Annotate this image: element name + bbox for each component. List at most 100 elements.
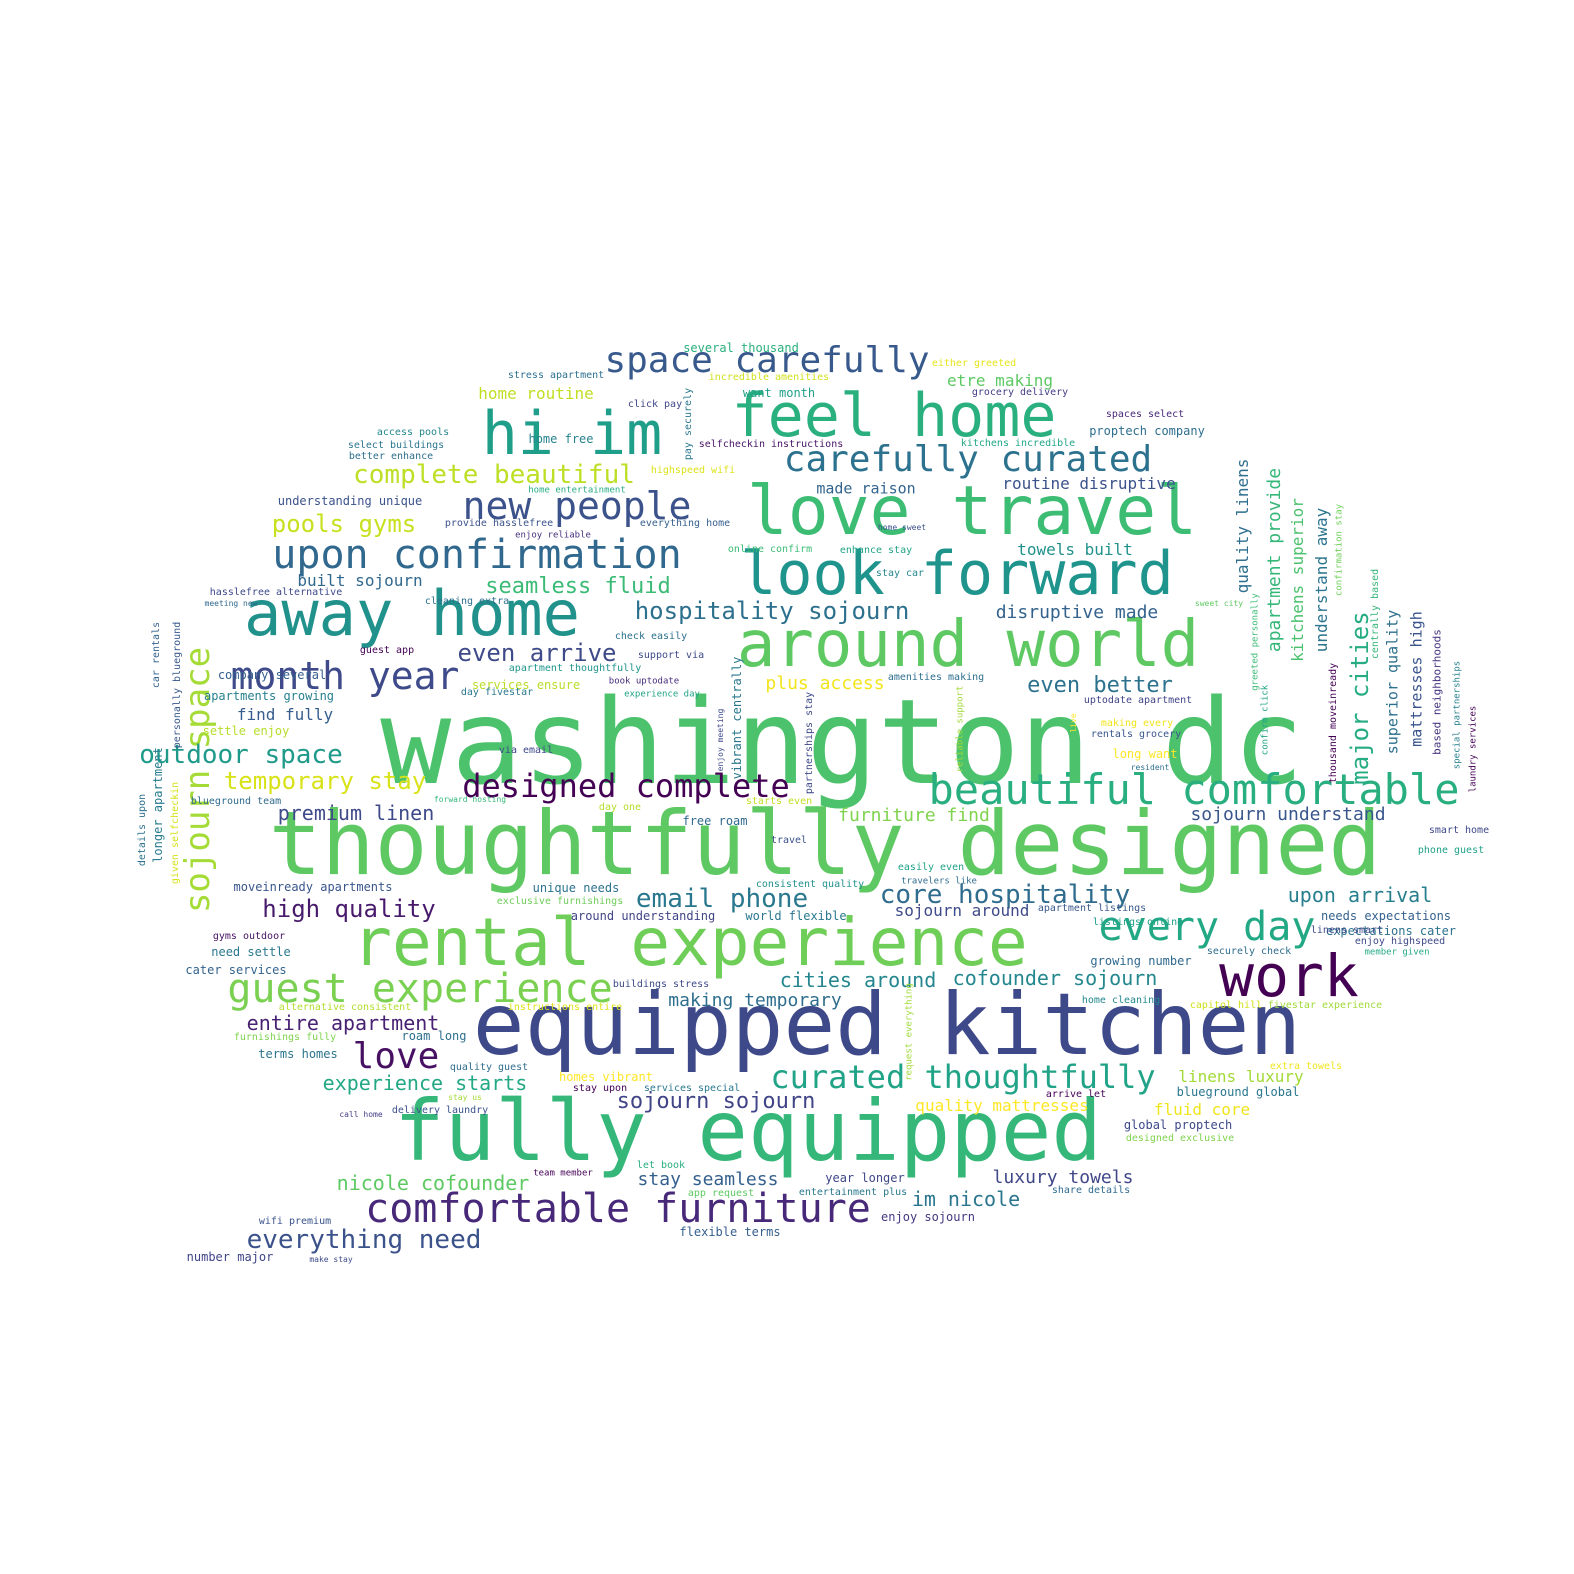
word-everything-home: everything home (639, 518, 731, 529)
word-online-confirm: online confirm (727, 544, 813, 555)
word-thoughtfully-designed: thoughtfully designed (268, 792, 1382, 895)
word-request-everything: request everything (904, 983, 915, 1081)
word-live: live (1069, 713, 1078, 733)
word-rentals-grocery: rentals grocery (1090, 729, 1182, 740)
word-apartment-provide: apartment provide (1264, 467, 1285, 653)
word-greeted-personally: greeted personally (1250, 593, 1261, 691)
word-stay-us: stay us (448, 1093, 482, 1102)
word-im-nicole: im nicole (911, 1187, 1021, 1211)
word-want-month: want month (742, 386, 816, 400)
word-disruptive-made: disruptive made (995, 602, 1159, 623)
word-day-one: day one (598, 802, 642, 813)
word-share-details: share details (1051, 1185, 1131, 1196)
word-guest-app: guest app (359, 645, 415, 656)
word-fluid-core: fluid core (1153, 1100, 1251, 1119)
word-instructions-entire: instructions entire (507, 1002, 623, 1013)
word-making-every: making every (1100, 718, 1174, 729)
word-proptech-company: proptech company (1089, 424, 1205, 438)
word-etre-making: etre making (947, 371, 1053, 390)
word-hi-im: hi im (481, 399, 663, 469)
word-starts-even: starts even (745, 796, 813, 807)
word-kitchens-superior: kitchens superior (1288, 498, 1307, 662)
word-seamless-fluid: seamless fluid (485, 574, 671, 599)
word-make-stay: make stay (309, 1255, 353, 1264)
word-let-book: let book (636, 1160, 686, 1171)
word-sweet-city: sweet city (1194, 599, 1244, 608)
word-away-home: away home (244, 577, 580, 650)
word-nicole-cofounder: nicole cofounder (336, 1171, 530, 1195)
word-home-routine: home routine (478, 384, 594, 403)
word-based-neighborhoods: based neighborhoods (1430, 629, 1444, 755)
word-towels-built: towels built (1017, 540, 1133, 559)
word-needs-expectations: needs expectations (1320, 909, 1452, 923)
word-partnerships-stay: partnerships stay (804, 691, 815, 795)
word-homes-vibrant: homes vibrant (559, 1070, 653, 1084)
word-superior-quality: superior quality (1383, 609, 1402, 755)
word-comfortable-furniture: comfortable furniture (365, 1186, 871, 1232)
word-member-given: member given (1364, 947, 1430, 958)
word-flexible-terms: flexible terms (679, 1225, 781, 1239)
word-quality-guest: quality guest (449, 1062, 529, 1073)
word-temporary-stay: temporary stay (223, 767, 427, 795)
word-details-upon: details upon (137, 793, 148, 867)
word-look-forward: look forward (740, 539, 1174, 609)
word-even-better: even better (1027, 673, 1173, 698)
word-experience-day: experience day (624, 689, 700, 700)
word-selfcheckin-instructions: selfcheckin instructions (698, 439, 844, 450)
word-furniture-find: furniture find (838, 805, 990, 826)
word-home-entertainment: home entertainment (528, 485, 626, 496)
word-forward-hosting: forward hosting (433, 795, 507, 804)
word-kitchens-incredible: kitchens incredible (960, 438, 1076, 449)
word-car-rentals: car rentals (151, 621, 162, 689)
word-global-proptech: global proptech (1123, 1118, 1233, 1132)
word-moveinready-apartments: moveinready apartments (233, 880, 393, 894)
word-blueground-global: blueground global (1176, 1085, 1300, 1099)
word-highspeed-wifi: highspeed wifi (650, 465, 736, 476)
word-pools-gyms: pools gyms (271, 510, 417, 538)
word-extra-towels: extra towels (1269, 1061, 1343, 1072)
word-curated-thoughtfully: curated thoughtfully (770, 1058, 1156, 1096)
word-expectations-cater: expectations cater (1325, 924, 1457, 938)
word-pay-securely: pay securely (683, 387, 694, 461)
word-travel: travel (770, 835, 808, 846)
word-furnishings-fully: furnishings fully (233, 1032, 337, 1043)
word-washington-dc: washington dc (380, 673, 1304, 811)
word-amenities-making: amenities making (887, 672, 985, 683)
word-upon-confirmation: upon confirmation (272, 532, 682, 578)
word-via-email: via email (498, 745, 554, 756)
word-meeting-new: meeting new (204, 599, 258, 608)
word-even-arrive: even arrive (457, 639, 617, 667)
word-book-uptodate: book uptodate (608, 676, 680, 687)
word-home-free: home free (528, 432, 594, 446)
word-guest-experience: guest experience (227, 966, 613, 1012)
word-linens-luxury: linens luxury (1178, 1067, 1304, 1086)
word-year-longer: year longer (825, 1171, 905, 1185)
word-incredible-amenities: incredible amenities (708, 372, 830, 383)
word-confirmation-stay: confirmation stay (1334, 503, 1345, 597)
word-email-phone: email phone (635, 884, 809, 914)
word-understanding-unique: understanding unique (277, 494, 423, 508)
word-carefully-curated: carefully curated (783, 439, 1153, 480)
word-special-partnerships: special partnerships (1452, 660, 1463, 770)
word-apartments-growing: apartments growing (203, 689, 335, 703)
word-arrive-let: arrive let (1045, 1089, 1107, 1100)
word-designed-exclusive: designed exclusive (1125, 1133, 1235, 1144)
word-personally-blueground: personally blueground (172, 621, 183, 749)
word-phone-guest: phone guest (1417, 845, 1485, 856)
word-travelers-like: travelers like (901, 876, 977, 887)
word-terms-homes: terms homes (258, 1047, 338, 1061)
word-growing-number: growing number (1090, 954, 1192, 968)
word-built-sojourn: built sojourn (297, 571, 423, 590)
word-making-temporary: making temporary (668, 990, 842, 1011)
word-month-year: month year (230, 654, 460, 698)
word-home-cleaning: home cleaning (1081, 995, 1161, 1006)
word-exclusive-furnishings: exclusive furnishings (496, 896, 624, 907)
word-around-understanding: around understanding (570, 909, 716, 923)
word-cleaning-extra: cleaning extra (424, 596, 510, 607)
word-home-sweet: home sweet (877, 523, 927, 532)
word-fivestar-experience: fivestar experience (1267, 1000, 1383, 1011)
word-cities-around: cities around (779, 968, 937, 992)
word-enjoy-meeting: enjoy meeting (716, 708, 725, 772)
word-upon-arrival: upon arrival (1287, 883, 1433, 907)
